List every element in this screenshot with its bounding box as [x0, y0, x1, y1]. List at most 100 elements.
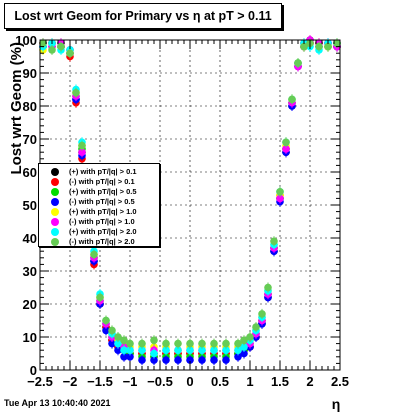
data-point: [114, 339, 122, 348]
data-point: [240, 336, 248, 345]
data-point: [294, 59, 302, 67]
data-point: [66, 49, 74, 57]
data-point: [108, 339, 116, 348]
series-8: [39, 38, 341, 349]
timestamp: Tue Apr 13 10:40:40 2021: [4, 398, 111, 408]
data-point: [288, 95, 296, 104]
data-point: [96, 293, 104, 302]
legend-marker: [51, 238, 59, 246]
data-point: [186, 346, 194, 355]
y-tick-label: 60: [23, 165, 37, 180]
data-point: [324, 42, 332, 51]
legend-label: (-) with pT/|q| > 2.0: [69, 237, 135, 246]
data-point: [234, 339, 242, 348]
y-tick-label: 90: [23, 66, 37, 81]
data-point: [276, 194, 284, 203]
legend-marker: [51, 208, 59, 216]
data-point: [78, 141, 86, 150]
y-tick-label: 80: [23, 99, 37, 114]
data-point: [126, 346, 134, 355]
legend-marker: [51, 198, 59, 206]
chart-title-box: Lost wrt Geom for Primary vs η at pT > 0…: [4, 3, 282, 29]
data-point: [198, 339, 206, 348]
data-point: [174, 356, 182, 364]
x-tick-label: 0: [186, 374, 193, 389]
legend-label: (+) with pT/|q| > 0.1: [69, 167, 137, 176]
x-tick-label: 2: [306, 374, 313, 389]
data-point: [252, 323, 260, 331]
data-point: [48, 46, 56, 54]
data-point: [258, 310, 266, 318]
legend-marker: [51, 228, 59, 236]
x-tick-label: −2: [63, 374, 78, 389]
data-point: [39, 39, 47, 48]
data-point: [222, 346, 230, 355]
data-point: [198, 346, 206, 355]
x-tick-label: 0.5: [211, 374, 229, 389]
data-point: [276, 188, 284, 196]
y-axis-label: Lost wrt Geom (%): [8, 42, 25, 175]
y-tick-label: 20: [23, 297, 37, 312]
data-point: [264, 283, 272, 292]
legend-marker: [51, 218, 59, 226]
data-point: [174, 339, 182, 348]
data-point: [126, 353, 134, 361]
legend-label: (+) with pT/|q| > 0.5: [69, 187, 137, 196]
legend-label: (+) with pT/|q| > 2.0: [69, 227, 137, 236]
data-point: [162, 346, 170, 355]
y-tick-label: 0: [30, 363, 37, 378]
legend-marker: [51, 168, 59, 176]
data-point: [186, 356, 194, 364]
x-tick-label: −1.5: [87, 374, 113, 389]
data-point: [120, 346, 128, 355]
y-tick-label: 30: [23, 264, 37, 279]
data-point: [240, 343, 248, 351]
y-tick-label: 40: [23, 231, 37, 246]
data-point: [210, 356, 218, 364]
legend: (+) with pT/|q| > 0.1 (-) with pT/|q| > 0…: [38, 163, 160, 247]
data-point: [138, 356, 146, 364]
data-point: [222, 339, 230, 348]
data-point: [240, 349, 248, 358]
data-point: [282, 138, 290, 147]
data-point: [198, 356, 206, 364]
y-tick-label: 70: [23, 132, 37, 147]
x-tick-label: 1.5: [271, 374, 289, 389]
data-point: [270, 237, 278, 246]
x-tick-label: −0.5: [147, 374, 173, 389]
data-point: [102, 316, 110, 325]
data-point: [300, 42, 308, 51]
data-point: [57, 42, 65, 51]
data-point: [282, 145, 290, 153]
legend-entry: (+) with pT/|q| > 0.5: [39, 187, 159, 197]
data-point: [234, 353, 242, 361]
y-tick-label: 10: [23, 330, 37, 345]
data-point: [162, 339, 170, 348]
data-point: [210, 339, 218, 348]
data-point: [222, 356, 230, 364]
x-tick-label: −1: [123, 374, 138, 389]
y-tick-label: 100: [15, 33, 37, 48]
data-point: [315, 42, 323, 51]
x-axis-label: η: [332, 396, 341, 412]
legend-entry: (+) with pT/|q| > 2.0: [39, 227, 159, 237]
data-point: [150, 356, 158, 364]
data-point: [72, 89, 80, 97]
data-point: [138, 339, 146, 348]
data-point: [234, 346, 242, 355]
data-point: [333, 39, 341, 48]
legend-label: (-) with pT/|q| > 1.0: [69, 217, 135, 226]
data-point: [150, 336, 158, 345]
legend-entry: (-) with pT/|q| > 2.0: [39, 237, 159, 247]
legend-entry: (-) with pT/|q| > 0.1: [39, 177, 159, 187]
data-point: [120, 353, 128, 361]
legend-entry: (-) with pT/|q| > 1.0: [39, 217, 159, 227]
data-point: [174, 346, 182, 355]
y-tick-label: 50: [23, 198, 37, 213]
legend-label: (-) with pT/|q| > 0.1: [69, 177, 135, 186]
data-points: [39, 35, 341, 366]
legend-entry: (-) with pT/|q| > 0.5: [39, 197, 159, 207]
data-point: [150, 349, 158, 358]
legend-entry: (+) with pT/|q| > 1.0: [39, 207, 159, 217]
